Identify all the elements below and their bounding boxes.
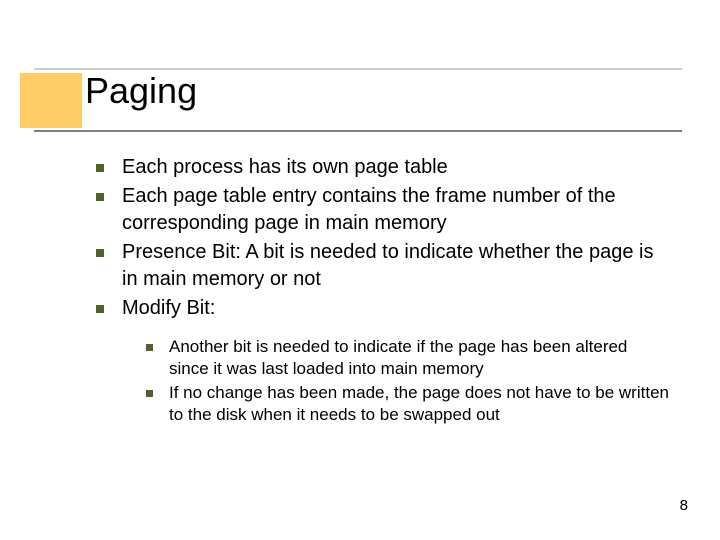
square-bullet-icon: [96, 164, 104, 172]
square-bullet-icon: [96, 305, 104, 313]
sub-bullet-list: Another bit is needed to indicate if the…: [146, 336, 670, 426]
page-number: 8: [680, 497, 688, 514]
square-bullet-icon: [96, 249, 104, 257]
list-item: Modify Bit:: [96, 295, 670, 322]
list-item: Presence Bit: A bit is needed to indicat…: [96, 239, 670, 293]
header-container: Paging: [0, 0, 720, 112]
bullet-text: Modify Bit:: [122, 295, 215, 322]
bullet-text: Each process has its own page table: [122, 154, 448, 181]
accent-block: [20, 73, 82, 128]
slide-title: Paging: [85, 70, 720, 112]
sub-bullet-text: Another bit is needed to indicate if the…: [169, 336, 670, 380]
list-item: Each page table entry contains the frame…: [96, 183, 670, 237]
content-area: Each process has its own page table Each…: [96, 154, 670, 426]
square-bullet-icon: [96, 193, 104, 201]
sub-list-item: Another bit is needed to indicate if the…: [146, 336, 670, 380]
bullet-text: Presence Bit: A bit is needed to indicat…: [122, 239, 670, 293]
sub-list-item: If no change has been made, the page doe…: [146, 382, 670, 426]
square-bullet-icon: [146, 344, 153, 351]
sub-bullet-text: If no change has been made, the page doe…: [169, 382, 670, 426]
list-item: Each process has its own page table: [96, 154, 670, 181]
square-bullet-icon: [146, 390, 153, 397]
bullet-text: Each page table entry contains the frame…: [122, 183, 670, 237]
bullet-list: Each process has its own page table Each…: [96, 154, 670, 322]
header-rule-bottom: [34, 130, 682, 132]
